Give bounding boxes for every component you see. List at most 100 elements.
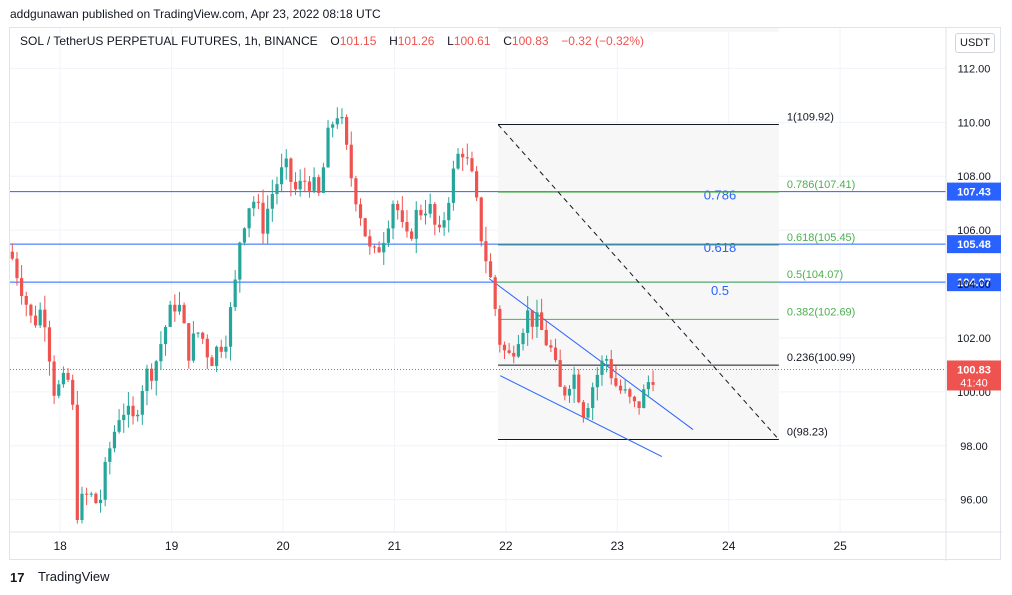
- legend-c-value: 100.83: [511, 34, 549, 48]
- candle-body: [131, 405, 135, 417]
- candle-body: [428, 204, 432, 214]
- candle-body: [623, 389, 627, 391]
- candle-body: [414, 209, 418, 239]
- tradingview-logo-icon[interactable]: 17: [10, 570, 32, 584]
- candle-body: [382, 242, 386, 253]
- candle-body: [437, 224, 442, 228]
- price-label-badge: [947, 182, 1001, 201]
- candle-body: [544, 329, 548, 346]
- price-label-badge: [947, 235, 1001, 254]
- candle-body: [196, 332, 200, 334]
- candle-body: [312, 177, 316, 191]
- candle-body: [581, 402, 585, 418]
- price-label-text: 107.43: [957, 187, 991, 199]
- candle-body: [275, 184, 279, 194]
- candle-body: [256, 201, 260, 203]
- candle-body: [391, 203, 395, 229]
- candle-body: [451, 168, 455, 203]
- candle-body: [228, 307, 233, 347]
- candles: [10, 107, 946, 524]
- candle-body: [289, 158, 293, 182]
- logo-text: 17: [10, 570, 24, 584]
- legend-o-value: 101.15: [339, 34, 377, 48]
- candle-body: [540, 312, 544, 330]
- candle-body: [270, 193, 274, 209]
- candle-body: [280, 167, 284, 185]
- candle-body: [349, 144, 353, 179]
- fib-level-label: 0.5(104.07): [787, 269, 843, 281]
- candle-body: [456, 153, 460, 169]
- candle-body: [563, 386, 567, 396]
- y-tick-label: 96.00: [960, 495, 988, 507]
- candle-body: [89, 493, 93, 495]
- candle-body: [321, 167, 325, 193]
- candle-body: [10, 251, 14, 259]
- candle-body: [117, 420, 121, 432]
- candle-body: [284, 158, 288, 168]
- horizontal-line-text: 0.618: [704, 240, 737, 255]
- chart-legend: SOL / TetherUS PERPETUAL FUTURES, 1h, BI…: [20, 34, 644, 48]
- candle-body: [94, 493, 98, 504]
- candle-body: [215, 346, 219, 367]
- candle-body: [307, 181, 312, 191]
- x-tick-label: 24: [722, 539, 736, 553]
- price-label-text: 104.07: [957, 277, 991, 289]
- candle-body: [553, 347, 558, 361]
- fib-level-label: 0(98.23): [787, 427, 828, 439]
- candle-body: [247, 208, 251, 229]
- legend-o-label: O: [330, 34, 340, 48]
- candle-body: [526, 310, 530, 333]
- candle-body: [595, 374, 599, 388]
- candle-body: [512, 352, 516, 357]
- last-price-countdown: 41:40: [960, 377, 988, 389]
- currency-button[interactable]: USDT: [955, 33, 995, 53]
- last-price-label: 100.83: [957, 364, 991, 376]
- candle-body: [126, 405, 130, 415]
- price-label-text: 105.48: [957, 239, 991, 251]
- legend-l-label: L: [447, 34, 454, 48]
- price-label-badge: [947, 273, 1001, 292]
- y-tick-label: 104.00: [957, 279, 991, 291]
- candle-body: [567, 388, 572, 396]
- fib-trend-line[interactable]: [497, 124, 780, 440]
- legend-symbol: SOL / TetherUS PERPETUAL FUTURES, 1h, BI…: [20, 34, 318, 48]
- x-tick-label: 25: [833, 539, 847, 553]
- y-tick-label: 108.00: [957, 171, 991, 183]
- channel-lower-line[interactable]: [500, 375, 663, 457]
- candle-body: [632, 396, 637, 402]
- candle-body: [52, 361, 56, 396]
- candle-body: [423, 213, 428, 216]
- publisher-line: addgunawan published on TradingView.com,…: [10, 7, 381, 21]
- candle-body: [145, 368, 149, 392]
- candle-body: [140, 391, 144, 415]
- candle-body: [618, 385, 623, 391]
- price-chart[interactable]: 107.43 0.786 105.48 0.618 104.07 0.5 1(109.92…: [10, 28, 1002, 561]
- candle-body: [646, 382, 650, 390]
- legend-change: −0.32 (−0.32%): [561, 34, 645, 48]
- candle-body: [549, 345, 553, 348]
- candle-body: [303, 180, 307, 182]
- candle-body: [521, 332, 525, 345]
- candle-body: [609, 359, 613, 379]
- candle-body: [405, 221, 409, 232]
- candle-body: [182, 304, 186, 324]
- candle-body: [224, 346, 228, 352]
- candle-body: [637, 401, 641, 408]
- candle-body: [20, 278, 24, 296]
- candle-body: [266, 208, 270, 234]
- candle-body: [642, 389, 646, 408]
- candle-body: [400, 210, 404, 222]
- candle-body: [488, 261, 493, 278]
- candle-body: [372, 246, 377, 248]
- candle-body: [15, 258, 19, 279]
- candle-body: [368, 236, 372, 247]
- candle-body: [493, 277, 497, 309]
- axes: 112.00 110.00 108.00 106.00 104.00 102.00 100.…: [10, 28, 1002, 561]
- candle-body: [298, 180, 302, 190]
- footer-brand[interactable]: TradingView: [38, 569, 110, 584]
- channel-upper-line[interactable]: [488, 278, 694, 430]
- candle-body: [386, 228, 390, 243]
- candle-body: [219, 346, 223, 352]
- chart-frame[interactable]: 107.43 0.786 105.48 0.618 104.07 0.5 1(109.92…: [9, 27, 1002, 561]
- candle-body: [163, 326, 168, 345]
